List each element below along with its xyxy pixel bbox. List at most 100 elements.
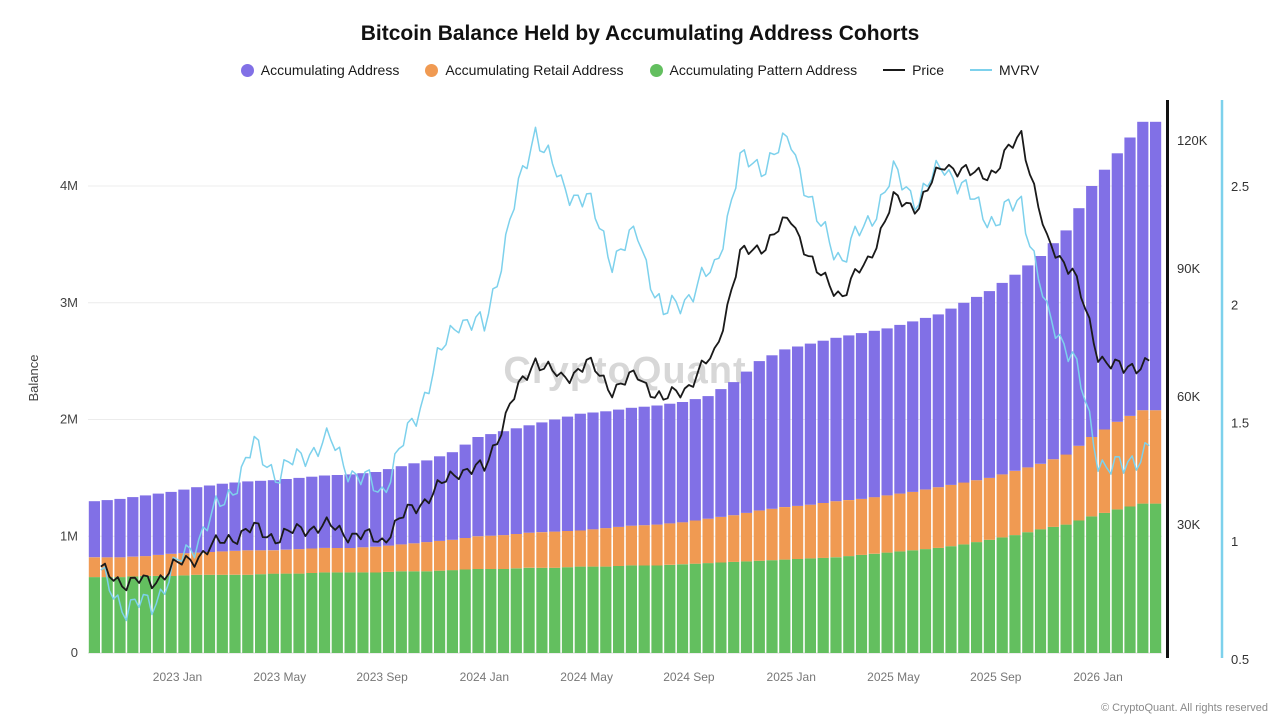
bar-segment	[1150, 503, 1162, 653]
x-axis-label: 2024 Sep	[663, 670, 715, 684]
bar-segment	[152, 554, 164, 576]
bar-segment	[242, 550, 254, 575]
bar-segment	[740, 371, 753, 513]
bar-segment	[625, 525, 637, 566]
bar-segment	[242, 481, 254, 551]
bar-segment	[868, 330, 880, 498]
bar-segment	[983, 477, 995, 540]
bar-segment	[600, 411, 612, 529]
bar-segment	[689, 520, 701, 564]
bar-segment	[318, 475, 331, 548]
bar-segment	[421, 571, 433, 653]
bar-segment	[561, 531, 574, 568]
bar-segment	[370, 472, 382, 547]
bar-segment	[1098, 429, 1111, 513]
bar-segment	[1137, 410, 1149, 504]
bar-segment	[689, 399, 701, 521]
bar-segment	[932, 547, 944, 653]
bar-segment	[114, 557, 126, 578]
bar-segment	[88, 577, 100, 653]
bar-segment	[702, 396, 714, 519]
bar-segment	[996, 537, 1008, 653]
bar-segment	[638, 406, 650, 526]
bar-segment	[855, 333, 868, 499]
bar-segment	[664, 523, 676, 565]
copyright-footer: © CryptoQuant. All rights reserved	[1100, 702, 1268, 714]
bar-segment	[536, 422, 548, 533]
bar-segment	[958, 482, 970, 545]
bar-segment	[331, 572, 343, 653]
x-axis-label: 2025 Jan	[767, 670, 816, 684]
bar-segment	[280, 549, 292, 574]
bar-segment	[255, 550, 267, 575]
bar-segment	[792, 346, 804, 506]
balance-axis-label: 4M	[60, 178, 78, 193]
balance-axis-label: 3M	[60, 295, 78, 310]
chart-title: Bitcoin Balance Held by Accumulating Add…	[360, 22, 920, 45]
bar-segment	[600, 566, 612, 653]
bar-segment	[1022, 265, 1034, 468]
bar-segment	[1009, 470, 1021, 536]
bar-segment	[510, 533, 522, 569]
bar-segment	[676, 522, 689, 565]
bar-segment	[331, 475, 343, 548]
bar-segment	[114, 577, 126, 653]
bar-segment	[932, 314, 944, 488]
x-axis-label: 2023 Jan	[153, 670, 202, 684]
bar-segment	[1124, 137, 1136, 416]
bar-segment	[1047, 243, 1059, 460]
bar-segment	[408, 463, 420, 544]
bar-segment	[945, 546, 957, 653]
bar-segment	[408, 543, 420, 572]
bar-segment	[1098, 169, 1111, 430]
legend-label: Accumulating Address	[260, 62, 400, 78]
bar-segment	[267, 480, 279, 551]
bar-segment	[165, 491, 177, 554]
legend-item-accumulating-pattern-address[interactable]: Accumulating Pattern Address	[649, 62, 857, 78]
bar-segment	[523, 532, 535, 568]
bar-segment	[983, 539, 995, 653]
legend-item-price[interactable]: Price	[883, 62, 944, 78]
x-axis-label: 2025 Sep	[970, 670, 1022, 684]
bar-segment	[382, 469, 395, 546]
legend-item-accumulating-address[interactable]: Accumulating Address	[240, 62, 400, 78]
legend-item-accumulating-retail-address[interactable]: Accumulating Retail Address	[425, 62, 624, 78]
bar-segment	[843, 500, 855, 557]
bar-segment	[702, 563, 714, 653]
bar-segment	[1047, 459, 1059, 527]
bar-segment	[242, 574, 254, 653]
bar-segment	[766, 560, 778, 653]
bar-segment	[613, 566, 625, 653]
bar-segment	[485, 434, 497, 536]
bar-segment	[216, 551, 228, 575]
bar-segment	[753, 361, 765, 511]
bar-segment	[152, 575, 164, 653]
bar-segment	[101, 577, 113, 653]
bar-segment	[779, 507, 791, 560]
bar-segment	[139, 556, 152, 576]
bar-segment	[472, 568, 484, 653]
mvrv-axis-label: 1.5	[1231, 416, 1249, 431]
bar-segment	[485, 535, 497, 569]
legend-item-mvrv[interactable]: MVRV	[969, 62, 1040, 78]
bar-segment	[88, 557, 100, 578]
bar-segment	[1022, 467, 1034, 533]
bar-segment	[293, 549, 305, 574]
bar-segment	[740, 561, 753, 653]
bar-segment	[830, 501, 842, 558]
bar-segment	[395, 571, 407, 653]
legend-label: MVRV	[998, 62, 1040, 78]
legend-label: Price	[912, 62, 944, 78]
bar-segment	[613, 526, 625, 566]
bar-segment	[306, 476, 318, 549]
bar-segment	[945, 484, 957, 547]
bar-segment	[382, 571, 395, 653]
x-axis-label: 2025 May	[867, 670, 920, 684]
bar-segment	[971, 542, 983, 653]
bar-segment	[766, 355, 778, 509]
bar-segment	[766, 508, 778, 561]
bar-segment	[868, 553, 880, 653]
legend-swatch	[425, 63, 439, 77]
bar-segment	[472, 437, 484, 537]
bar-segment	[728, 515, 740, 562]
